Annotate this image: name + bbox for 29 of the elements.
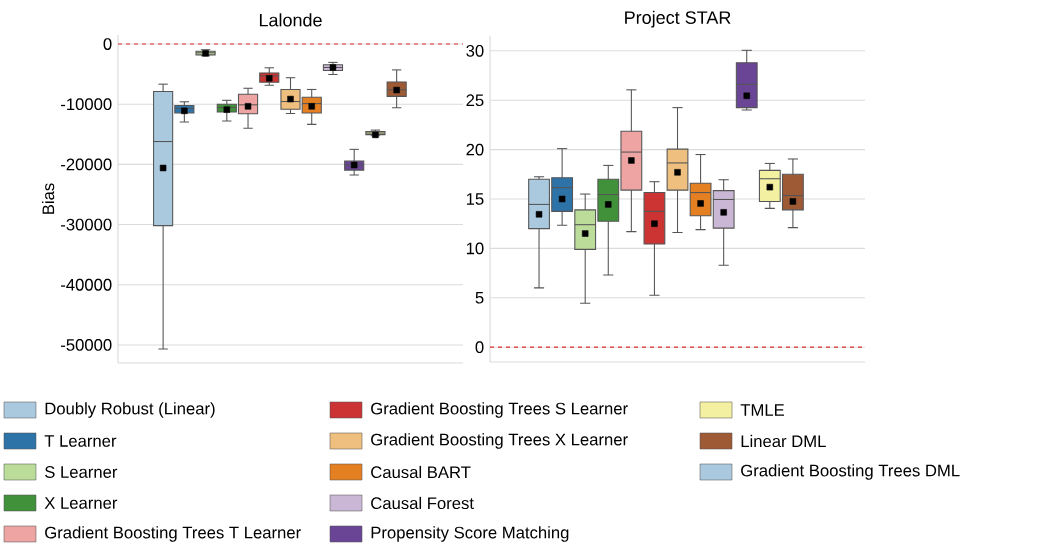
legend-label: Propensity Score Matching	[371, 526, 569, 542]
legend-label: Gradient Boosting Trees S Learner	[371, 402, 628, 418]
y-tick-label: -30000	[61, 218, 112, 231]
legend-label: T Learner	[44, 435, 117, 447]
legend-label: X Learner	[44, 497, 118, 509]
legend-label: Causal BART	[371, 465, 471, 479]
y-axis-title: Bias	[41, 183, 55, 214]
y-tick-label: 15	[466, 193, 484, 205]
legend-label: TMLE	[740, 404, 784, 416]
legend-label: Linear DML	[741, 434, 826, 448]
y-tick-label: -50000	[61, 339, 112, 351]
y-tick-label: -10000	[61, 98, 112, 111]
y-tick-label: 0	[103, 38, 112, 50]
chart-title: Project STAR	[625, 10, 731, 28]
y-tick-label: 5	[475, 291, 484, 304]
legend-label: Causal Forest	[371, 496, 474, 510]
chart-title: Lalonde	[259, 13, 322, 27]
y-tick-label: 30	[466, 44, 484, 57]
y-tick-label: 0	[475, 341, 484, 354]
legend-label: Gradient Boosting Trees DML	[741, 464, 960, 480]
y-tick-label: -40000	[61, 278, 112, 291]
y-tick-label: -20000	[61, 158, 112, 171]
legend-label: Gradient Boosting Trees X Learner	[371, 433, 628, 449]
y-tick-label: 20	[466, 143, 484, 156]
legend-label: S Learner	[45, 466, 118, 478]
legend-label: Doubly Robust (Linear)	[45, 402, 215, 418]
y-tick-label: 10	[466, 242, 484, 255]
y-tick-label: 25	[466, 94, 484, 107]
legend-label: Gradient Boosting Trees T Learner	[45, 526, 301, 542]
